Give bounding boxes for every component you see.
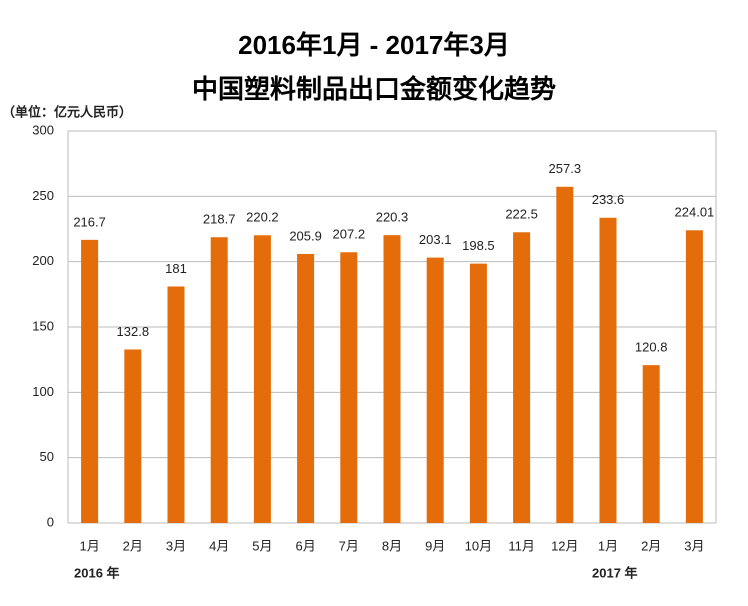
bar	[340, 252, 358, 523]
y-tick-label: 100	[32, 384, 54, 399]
data-label: 132.8	[117, 324, 150, 339]
data-label: 198.5	[462, 238, 495, 253]
year-annotation: 2017 年	[592, 565, 638, 580]
data-label: 181	[165, 261, 187, 276]
chart-title: 2016年1月 - 2017年3月	[238, 30, 510, 60]
bar	[556, 186, 574, 523]
x-tick-label: 11月	[508, 538, 535, 553]
data-label: 203.1	[419, 232, 452, 247]
chart-subtitle: 中国塑料制品出口金额变化趋势	[192, 74, 556, 104]
bar	[124, 349, 142, 523]
bar	[297, 253, 315, 523]
bar	[167, 286, 185, 523]
data-label: 220.3	[376, 210, 409, 225]
x-tick-label: 6月	[295, 538, 315, 553]
x-tick-label: 8月	[382, 538, 402, 553]
bar	[383, 235, 401, 523]
x-tick-label: 9月	[425, 538, 445, 553]
y-tick-label: 250	[32, 188, 54, 203]
x-tick-label: 10月	[465, 538, 492, 553]
x-tick-label: 5月	[252, 538, 272, 553]
data-label: 207.2	[333, 227, 366, 242]
y-tick-label: 200	[32, 253, 54, 268]
bar	[210, 237, 228, 523]
y-tick-label: 0	[47, 514, 54, 529]
y-tick-label: 300	[32, 122, 54, 137]
bar	[426, 257, 444, 523]
data-label: 257.3	[549, 161, 582, 176]
bar	[469, 263, 487, 523]
bar	[253, 235, 271, 523]
x-tick-label: 1月	[598, 538, 618, 553]
x-tick-label: 2月	[641, 538, 661, 553]
x-tick-label: 3月	[684, 538, 704, 553]
year-annotation: 2016 年	[74, 565, 120, 580]
data-label: 233.6	[592, 192, 625, 207]
data-label: 216.7	[73, 214, 106, 229]
y-tick-label: 150	[32, 318, 54, 333]
data-label: 205.9	[289, 228, 322, 243]
bar	[642, 365, 660, 523]
x-tick-label: 7月	[339, 538, 359, 553]
bar	[513, 232, 531, 523]
x-tick-label: 1月	[79, 538, 99, 553]
x-tick-label: 4月	[209, 538, 229, 553]
x-tick-label: 3月	[166, 538, 186, 553]
data-label: 218.7	[203, 212, 236, 227]
y-tick-label: 50	[40, 449, 54, 464]
data-label: 224.01	[675, 205, 715, 220]
bar	[81, 239, 99, 523]
bar	[599, 217, 617, 523]
x-tick-label: 2月	[123, 538, 143, 553]
data-label: 120.8	[635, 340, 668, 355]
unit-label: （单位：亿元人民币）	[2, 104, 132, 119]
x-tick-label: 12月	[551, 538, 578, 553]
data-label: 220.2	[246, 210, 279, 225]
bar	[685, 230, 703, 524]
data-label: 222.5	[505, 207, 538, 222]
